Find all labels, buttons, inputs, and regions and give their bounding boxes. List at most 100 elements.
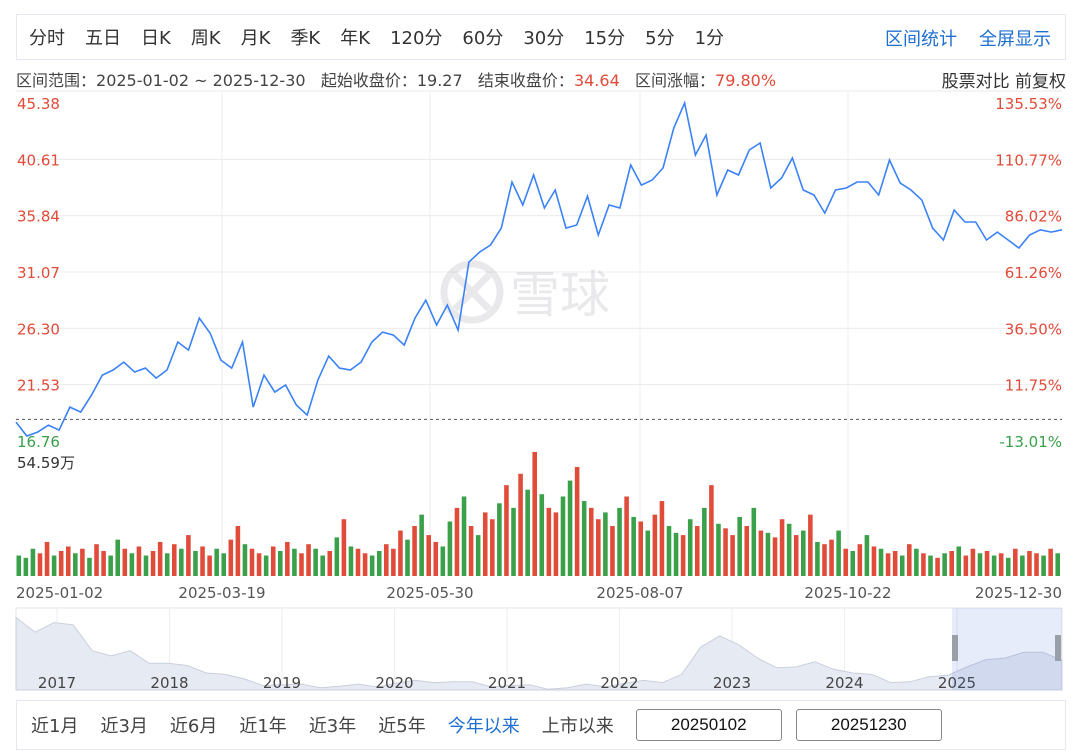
- volume-bar: [179, 548, 184, 576]
- volume-bar: [200, 546, 205, 576]
- volume-bar: [348, 546, 354, 576]
- volume-bar: [482, 512, 488, 576]
- period-tab[interactable]: 1分: [694, 28, 725, 49]
- overview-year-label: 2020: [375, 674, 413, 692]
- overview-year-label: 2017: [38, 674, 76, 692]
- range-value: 2025-01-02 ~ 2025-12-30: [96, 71, 306, 90]
- volume-bar: [80, 548, 85, 576]
- fullscreen-button[interactable]: 全屏显示: [979, 29, 1051, 50]
- period-tab[interactable]: 年K: [340, 28, 371, 49]
- volume-bar: [398, 530, 403, 576]
- range-3m[interactable]: 近3月: [100, 716, 148, 737]
- volume-bar: [970, 548, 976, 576]
- volume-bar: [214, 548, 219, 576]
- range-3y[interactable]: 近3年: [308, 716, 357, 737]
- range-6m[interactable]: 近6月: [169, 716, 218, 737]
- overview-year-label: 2025: [938, 674, 976, 692]
- period-tab[interactable]: 周K: [190, 28, 221, 49]
- period-tab[interactable]: 30分: [523, 28, 565, 49]
- volume-bar: [892, 551, 898, 576]
- start-date-input[interactable]: [635, 709, 782, 741]
- volume-bar: [723, 528, 728, 576]
- volume-bar: [885, 553, 891, 576]
- volume-bar: [808, 514, 813, 576]
- period-tab[interactable]: 分时: [29, 28, 65, 49]
- range-1y[interactable]: 近1年: [239, 716, 287, 737]
- volume-bar: [193, 551, 198, 576]
- volume-bar: [1020, 555, 1025, 576]
- range-info: 区间范围：2025-01-02 ~ 2025-12-30 起始收盘价：19.27…: [16, 67, 1066, 92]
- volume-bar: [553, 512, 559, 576]
- volume-bar: [263, 555, 269, 576]
- period-tab[interactable]: 日K: [141, 28, 171, 49]
- range-1m[interactable]: 近1月: [31, 716, 79, 737]
- volume-bar: [23, 557, 29, 576]
- overview-navigator[interactable]: 2017 2018 2019 2020 2021 2022 2023 2024 2025: [15, 607, 1063, 692]
- period-tab[interactable]: 15分: [584, 28, 626, 49]
- x-tick: 2025-03-19: [178, 584, 265, 602]
- volume-bar: [956, 546, 962, 576]
- volume-bar: [1005, 557, 1011, 576]
- navigator-left-handle[interactable]: [952, 635, 958, 661]
- volume-bar: [447, 521, 453, 576]
- volume-bar: [581, 501, 587, 576]
- volume-bar: [242, 544, 248, 576]
- range-since-listing[interactable]: 上市以来: [541, 716, 614, 737]
- overview-year-label: 2019: [263, 674, 301, 692]
- range-stats-button[interactable]: 区间统计: [885, 29, 957, 50]
- volume-bar: [935, 557, 940, 576]
- end-date-input[interactable]: [795, 709, 942, 741]
- period-tab[interactable]: 季K: [290, 28, 321, 49]
- stock-compare-button[interactable]: 股票对比: [941, 72, 1010, 92]
- x-tick: 2025-10-22: [804, 584, 891, 602]
- period-tab[interactable]: 月K: [240, 28, 271, 49]
- period-tab[interactable]: 60分: [462, 28, 504, 49]
- volume-bar: [313, 548, 318, 576]
- volume-bar: [991, 555, 997, 576]
- volume-bar: [51, 555, 57, 576]
- change-value: 79.80%: [715, 71, 777, 90]
- volume-bar: [384, 544, 389, 576]
- period-tab[interactable]: 5分: [645, 28, 675, 49]
- range-ytd[interactable]: 今年以来: [447, 716, 520, 737]
- volume-bar: [320, 555, 325, 576]
- volume-bar: [419, 514, 424, 576]
- volume-bar: [256, 553, 262, 576]
- volume-bar: [101, 551, 106, 576]
- volume-bar: [129, 553, 135, 576]
- volume-bar: [914, 548, 919, 576]
- volume-bar: [157, 541, 163, 576]
- y-left-tick: 31.07: [17, 264, 60, 282]
- volume-bar: [405, 539, 410, 576]
- volume-bar: [475, 535, 481, 576]
- volume-max-label: 54.59万: [17, 454, 75, 472]
- volume-bar: [793, 535, 799, 576]
- volume-bar: [518, 473, 523, 576]
- volume-bar: [949, 551, 954, 576]
- volume-bar: [440, 546, 446, 576]
- volume-bar: [164, 553, 170, 576]
- period-tab[interactable]: 五日: [85, 28, 121, 49]
- volume-bar: [285, 541, 290, 576]
- volume-bar: [744, 526, 750, 576]
- adjust-button[interactable]: 前复权: [1015, 72, 1066, 92]
- volume-bar: [44, 541, 50, 576]
- volume-bar: [984, 551, 990, 576]
- volume-bar: [673, 532, 679, 576]
- y-left-tick: 40.61: [17, 151, 60, 169]
- price-chart[interactable]: 雪球 45.38 40.61 35.84 31.07 26.30 21.53 16.76 1…: [0, 0, 1080, 700]
- range-5y[interactable]: 近5年: [378, 716, 426, 737]
- volume-bar: [186, 535, 191, 576]
- navigator-right-handle[interactable]: [1055, 635, 1061, 661]
- volume-bar: [610, 526, 615, 576]
- overview-year-label: 2023: [713, 674, 751, 692]
- volume-bar: [694, 526, 700, 576]
- volume-bar: [588, 507, 594, 576]
- volume-bar: [221, 553, 227, 576]
- volume-bar: [539, 494, 545, 576]
- period-tab[interactable]: 120分: [390, 28, 443, 49]
- volume-bar: [207, 555, 212, 576]
- volume-bar: [928, 555, 933, 576]
- volume-bar: [94, 544, 99, 576]
- navigator-selection[interactable]: [952, 608, 1062, 690]
